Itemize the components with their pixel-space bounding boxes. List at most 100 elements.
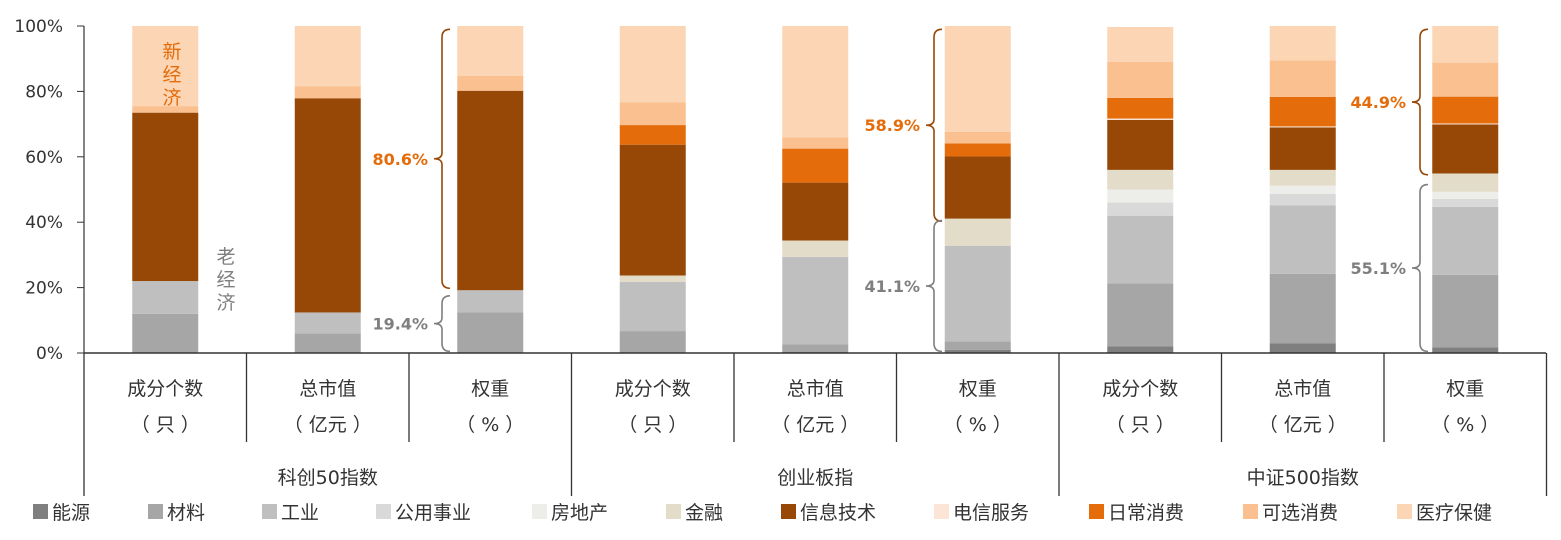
bar-segment xyxy=(1432,62,1499,97)
bar-segment xyxy=(1107,119,1174,170)
old-economy-label: 老 xyxy=(216,246,235,268)
bar-segment xyxy=(1269,205,1336,274)
bar-segment xyxy=(1107,283,1174,347)
category-label: 总市值 xyxy=(787,378,844,400)
bar-segment xyxy=(944,131,1011,144)
bar-segment xyxy=(457,90,524,291)
bar-segment xyxy=(1269,169,1336,186)
bar-segment xyxy=(782,344,849,353)
legend-swatch xyxy=(666,504,681,519)
category-label: 权重 xyxy=(1446,378,1484,400)
legend-label: 信息技术 xyxy=(800,502,876,524)
group-label: 中证500指数 xyxy=(1247,467,1359,489)
old-economy-label: 济 xyxy=(216,292,235,314)
bar-segment xyxy=(1269,60,1336,97)
new-economy-label: 济 xyxy=(162,87,181,109)
legend-swatch xyxy=(532,504,547,519)
legend-label: 房地产 xyxy=(551,502,608,524)
bar-segment xyxy=(294,333,361,353)
bar-segment xyxy=(944,245,1011,342)
bar-segment xyxy=(1269,26,1336,61)
category-label: 成分个数 xyxy=(127,378,203,400)
category-label: 权重 xyxy=(959,378,997,400)
bar-segment xyxy=(944,156,1011,219)
zz500-old-economy-label: 55.1% xyxy=(1350,259,1406,278)
bar-segment xyxy=(944,218,1011,246)
legend-label: 电信服务 xyxy=(953,502,1029,524)
cyb-old-economy-label: 41.1% xyxy=(864,277,920,296)
cyb-new-economy-label: 58.9% xyxy=(864,116,920,135)
category-unit-label: （ % ） xyxy=(456,414,524,436)
bar-segment xyxy=(944,349,1011,353)
bar-segment xyxy=(619,282,686,332)
bar-segment xyxy=(132,112,199,282)
bar-segment xyxy=(1269,343,1336,353)
category-unit-label: （ % ） xyxy=(1431,414,1499,436)
bar-segment xyxy=(1269,273,1336,344)
legend-label: 医疗保健 xyxy=(1416,502,1492,524)
bar-segment xyxy=(782,26,849,138)
kc50-new-economy-label: 80.6% xyxy=(372,150,428,169)
category-label: 成分个数 xyxy=(1102,378,1178,400)
bar-segment xyxy=(1269,126,1336,128)
legend-swatch xyxy=(33,504,48,519)
category-unit-label: （ 亿元 ） xyxy=(284,414,372,436)
category-unit-label: （ % ） xyxy=(944,414,1012,436)
bar-segment xyxy=(1432,123,1499,125)
y-tick-label: 100% xyxy=(14,17,63,37)
bar-segment xyxy=(132,281,199,314)
bar-segment xyxy=(1107,189,1174,203)
bar-segment xyxy=(1432,198,1499,207)
y-tick-label: 40% xyxy=(25,213,63,233)
bar-segment xyxy=(1269,127,1336,170)
bar-segment xyxy=(619,26,686,103)
new-economy-label: 新 xyxy=(162,41,181,63)
legend-label: 金融 xyxy=(685,502,723,524)
bar-segment xyxy=(619,275,686,283)
kc50-old-economy-brace xyxy=(433,294,451,353)
bar-segment xyxy=(1269,193,1336,206)
legend-label: 能源 xyxy=(52,502,90,524)
legend-label: 公用事业 xyxy=(395,502,471,524)
bar-segment xyxy=(944,341,1011,350)
category-unit-label: （ 亿元 ） xyxy=(1259,414,1347,436)
bar-segment xyxy=(457,26,524,76)
legend-swatch xyxy=(262,504,277,519)
bar-segment xyxy=(782,256,849,345)
cyb-new-economy-brace xyxy=(925,28,943,223)
bar-segment xyxy=(1432,173,1499,192)
bar-segment xyxy=(619,331,686,353)
bar-segment xyxy=(782,182,849,241)
bar-segment xyxy=(132,106,199,113)
bar-segment xyxy=(132,26,199,107)
cyb-old-economy-brace xyxy=(925,219,943,353)
kc50-new-economy-brace xyxy=(433,28,451,290)
category-unit-label: （ 只 ） xyxy=(1106,414,1175,436)
y-tick-label: 20% xyxy=(25,279,63,299)
bar-segment xyxy=(1107,26,1174,62)
bar-segment xyxy=(782,240,849,257)
category-label: 总市值 xyxy=(299,378,356,400)
legend-swatch xyxy=(148,504,163,519)
bar-segment xyxy=(1432,26,1499,63)
bar-segment xyxy=(457,75,524,91)
bar-segment xyxy=(944,143,1011,157)
category-unit-label: （ 只 ） xyxy=(131,414,200,436)
group-label: 创业板指 xyxy=(777,467,853,489)
y-tick-label: 0% xyxy=(36,344,63,364)
bar-segment xyxy=(1107,346,1174,353)
legend-label: 可选消费 xyxy=(1262,502,1338,524)
bar-segment xyxy=(1432,124,1499,174)
bar-segment xyxy=(1432,191,1499,199)
legend-swatch xyxy=(1089,504,1104,519)
category-unit-label: （ 只 ） xyxy=(618,414,687,436)
bar-segment xyxy=(294,86,361,99)
bar-segment xyxy=(294,98,361,313)
legend-swatch xyxy=(376,504,391,519)
bar-segment xyxy=(132,313,199,353)
bar-segment xyxy=(1432,96,1499,124)
bar-segment xyxy=(1107,118,1174,120)
legend-swatch xyxy=(1397,504,1412,519)
category-label: 成分个数 xyxy=(615,378,691,400)
